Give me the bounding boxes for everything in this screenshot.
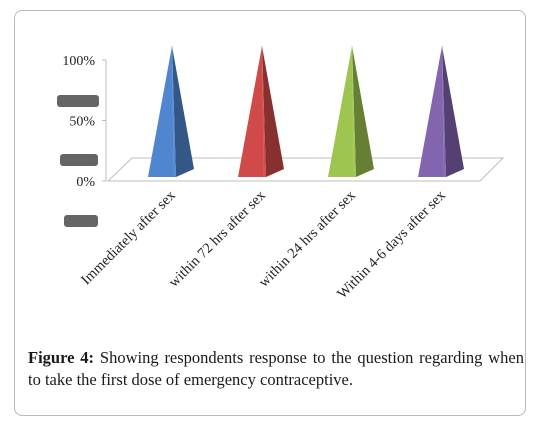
- pyramid-side-face: [262, 46, 284, 177]
- pyramid-front-face: [238, 46, 266, 177]
- caption-text: Showing respondents response to the ques…: [28, 348, 525, 389]
- caption-label: Figure 4:: [28, 348, 95, 367]
- figure-caption: Figure 4: Showing respondents response t…: [28, 347, 524, 391]
- x-tick-label-0: Immediately after sex: [78, 187, 179, 288]
- pyramid-edge: [261, 45, 265, 178]
- pyramid-2: [328, 45, 374, 178]
- y-tick-label: 50%: [69, 115, 95, 130]
- pyramid-3: [418, 45, 464, 178]
- pyramid-front-face: [148, 46, 176, 177]
- x-tick-label-2: within 24 hrs after sex: [256, 187, 360, 291]
- redacted-mark-2: [64, 215, 98, 227]
- pyramid-0: [148, 45, 194, 178]
- redacted-mark-1: [60, 154, 98, 166]
- redacted-mark-0: [57, 95, 99, 107]
- pyramid-edge: [171, 45, 175, 178]
- pyramid-side-face: [442, 46, 464, 177]
- pyramid-front-face: [418, 46, 446, 177]
- x-tick-label-1: within 72 hrs after sex: [166, 187, 270, 291]
- y-tick-label: 0%: [76, 175, 95, 190]
- pyramid-edge: [351, 45, 355, 178]
- pyramid-marks: [148, 45, 464, 178]
- floor-plane: [106, 157, 505, 182]
- y-tick-label: 100%: [62, 54, 95, 69]
- pyramid-front-face: [328, 46, 356, 177]
- y-axis-ticks: 100% 50% 0%: [62, 54, 106, 190]
- chart-axes: [105, 60, 505, 182]
- pyramid-edge: [441, 45, 445, 178]
- pyramid-side-face: [172, 46, 194, 177]
- pyramid-1: [238, 45, 284, 178]
- redacted-legend-marks: [57, 95, 99, 227]
- pyramid-side-face: [352, 46, 374, 177]
